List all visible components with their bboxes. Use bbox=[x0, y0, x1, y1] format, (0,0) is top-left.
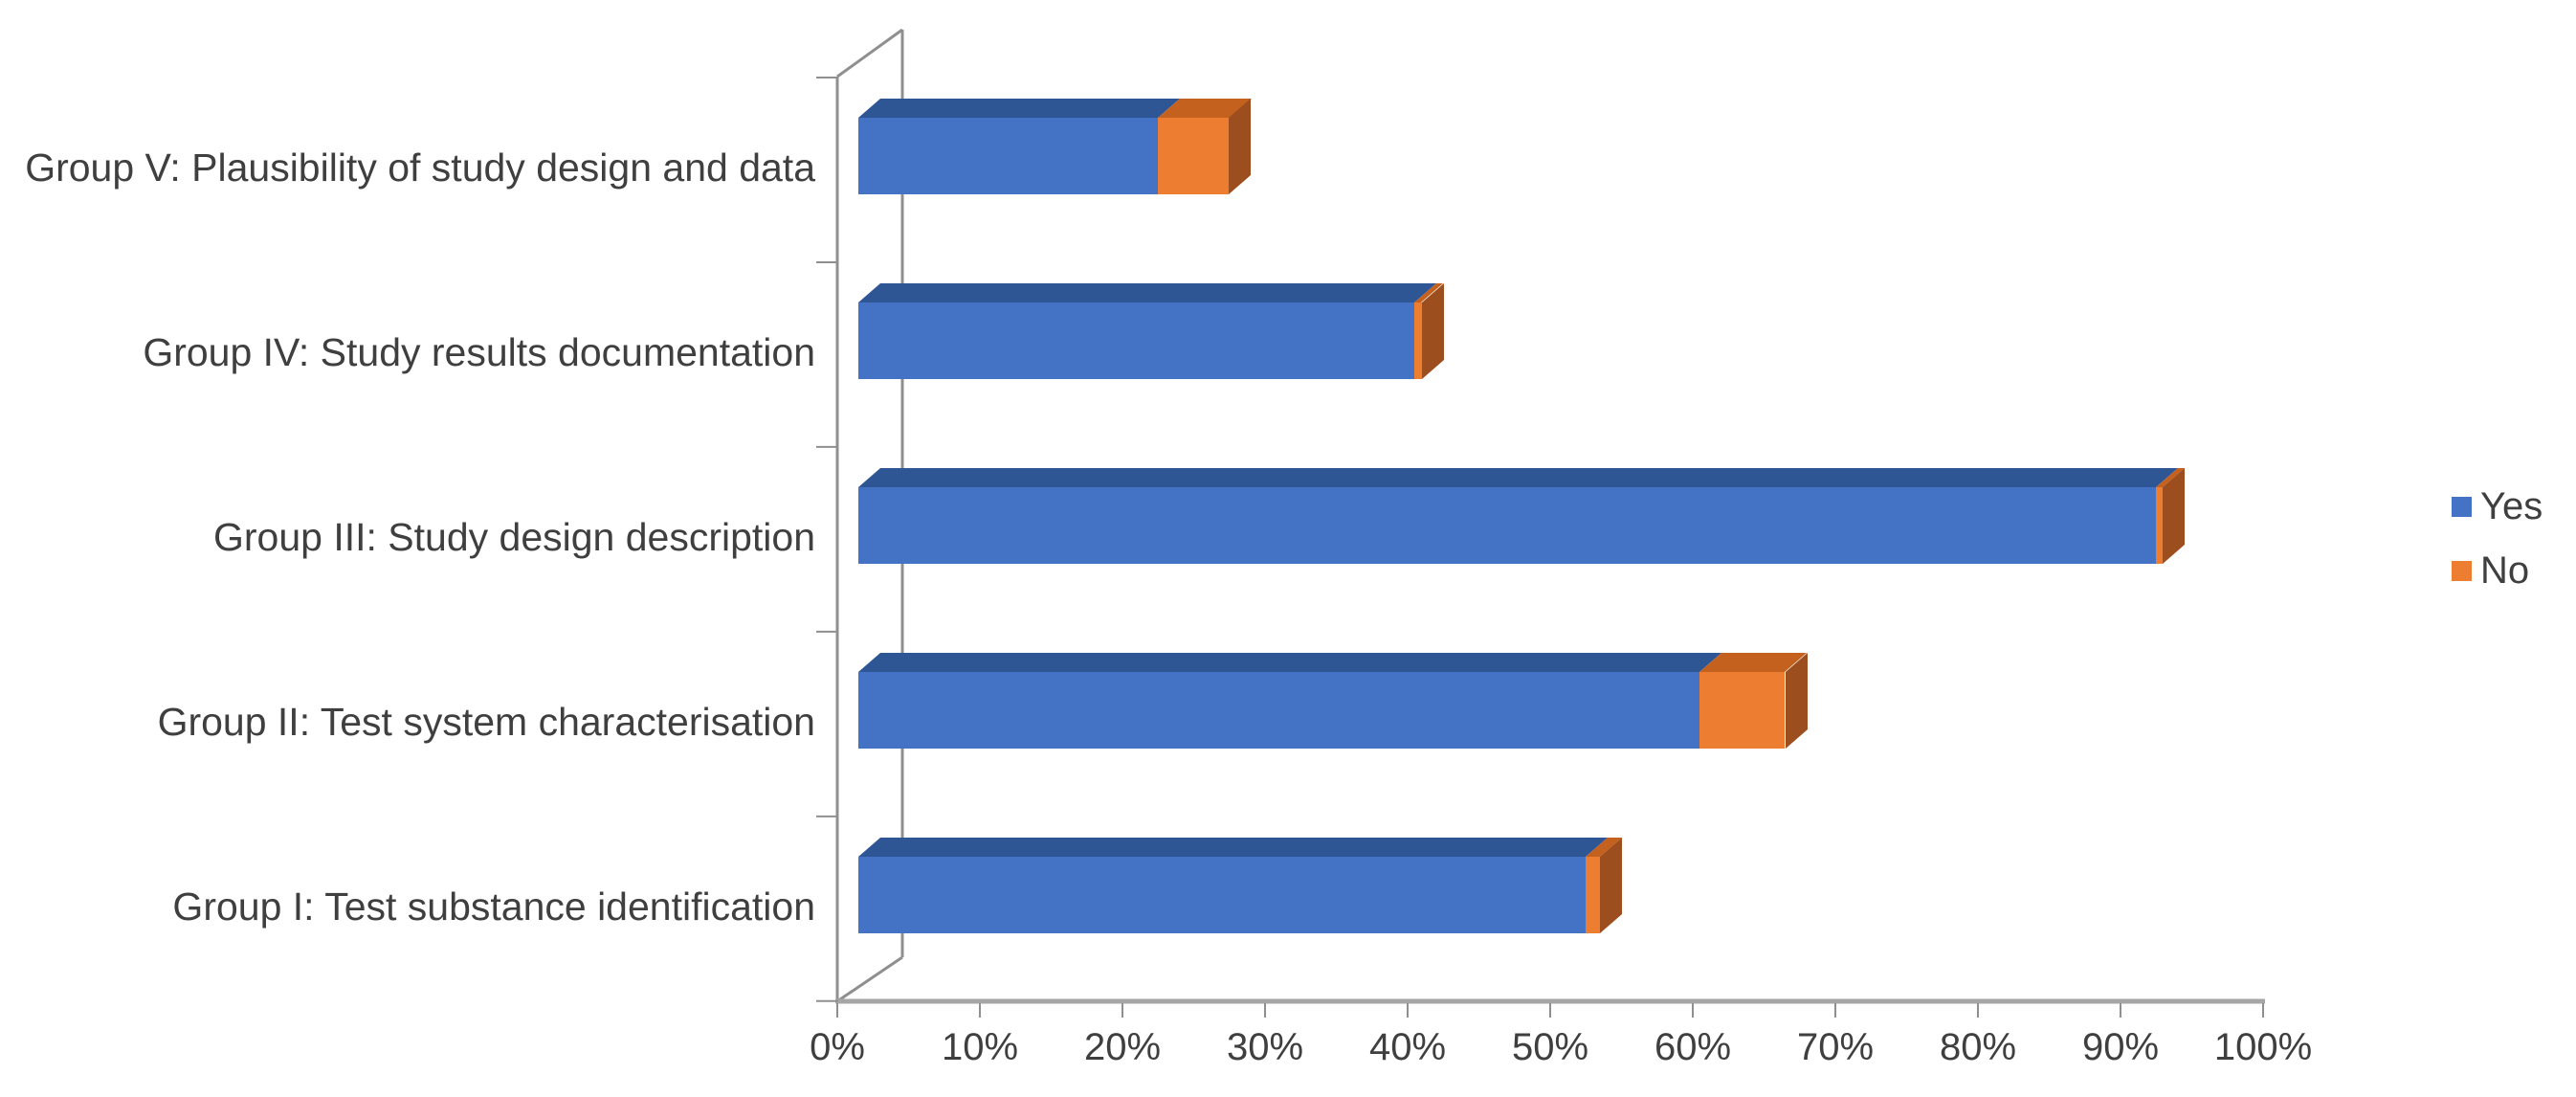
wall-top-edge bbox=[836, 28, 903, 78]
x-axis-tick-label: 10% bbox=[941, 1026, 1019, 1068]
x-axis-tick-label: 0% bbox=[810, 1026, 865, 1068]
legend-item-no: No bbox=[2452, 549, 2529, 593]
x-axis-tick-label: 30% bbox=[1226, 1026, 1304, 1068]
category-label: Group V: Plausibility of study design an… bbox=[25, 146, 815, 190]
x-axis-tick-label: 20% bbox=[1083, 1026, 1162, 1068]
legend-label-yes: Yes bbox=[2480, 485, 2543, 527]
category-label: Group II: Test system characterisation bbox=[157, 700, 815, 745]
legend-swatch-yes bbox=[2452, 497, 2472, 517]
bar-top-yes-group-i bbox=[858, 837, 1608, 857]
category-label: Group III: Study design description bbox=[212, 515, 815, 560]
bar-segment-no-group-iii bbox=[2155, 486, 2164, 564]
bar-segment-yes-group-iv bbox=[858, 302, 1415, 379]
x-axis-tick-label: 100% bbox=[2213, 1026, 2313, 1068]
bar-top-yes-group-iii bbox=[858, 467, 2178, 487]
bar-top-yes-group-v bbox=[858, 99, 1180, 118]
bar-top-yes-group-ii bbox=[858, 652, 1722, 672]
category-label: Group IV: Study results documentation bbox=[143, 330, 815, 375]
bar-segment-yes-group-v bbox=[858, 118, 1158, 194]
bar-top-yes-group-iv bbox=[858, 282, 1437, 302]
bar-segment-no-group-iv bbox=[1414, 302, 1422, 379]
legend-swatch-no bbox=[2452, 561, 2472, 581]
x-axis-tick-label: 40% bbox=[1368, 1026, 1447, 1068]
x-axis-tick-label: 90% bbox=[2081, 1026, 2160, 1068]
bar-segment-no-group-ii bbox=[1699, 671, 1786, 749]
bar-segment-yes-group-ii bbox=[858, 671, 1700, 749]
x-axis-tick-label: 80% bbox=[1939, 1026, 2017, 1068]
bar-segment-no-group-v bbox=[1157, 118, 1230, 194]
x-axis-tick-label: 60% bbox=[1654, 1026, 1732, 1068]
category-label: Group I: Test substance identification bbox=[172, 884, 815, 929]
legend-label-no: No bbox=[2480, 549, 2530, 592]
x-axis-tick-label: 50% bbox=[1511, 1026, 1589, 1068]
bar-segment-yes-group-iii bbox=[858, 486, 2156, 564]
legend-item-yes: Yes bbox=[2452, 485, 2543, 528]
bar-segment-yes-group-i bbox=[858, 856, 1586, 933]
floor-left-edge bbox=[836, 955, 903, 1003]
bar-segment-no-group-i bbox=[1585, 856, 1600, 933]
x-axis-tick-label: 70% bbox=[1796, 1026, 1875, 1068]
